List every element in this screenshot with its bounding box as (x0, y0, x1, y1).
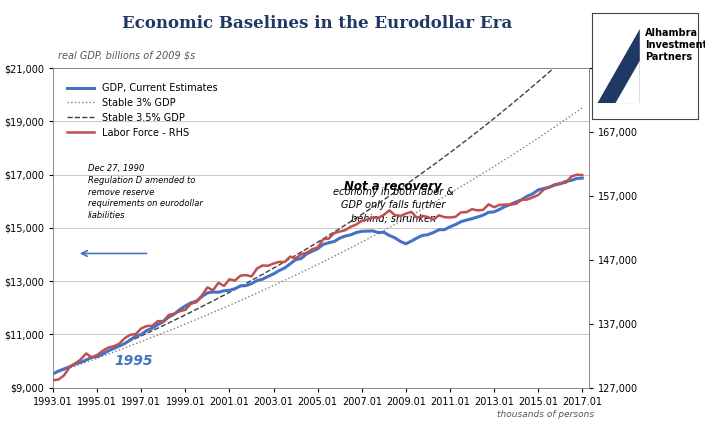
Text: real GDP, billions of 2009 $s: real GDP, billions of 2009 $s (59, 50, 195, 60)
Text: 1995: 1995 (114, 354, 153, 368)
Text: Dec 27, 1990
Regulation D amended to
remove reserve
requirements on eurodollar
l: Dec 27, 1990 Regulation D amended to rem… (87, 164, 202, 220)
Polygon shape (598, 29, 640, 103)
Text: economy in both labor &
GDP only falls further
behind; shrunken: economy in both labor & GDP only falls f… (333, 187, 453, 224)
Text: Economic Baselines in the Eurodollar Era: Economic Baselines in the Eurodollar Era (122, 15, 513, 32)
Text: Not a recovery: Not a recovery (344, 180, 442, 193)
Text: thousands of persons: thousands of persons (497, 410, 594, 419)
Legend: GDP, Current Estimates, Stable 3% GDP, Stable 3.5% GDP, Labor Force - RHS: GDP, Current Estimates, Stable 3% GDP, S… (63, 79, 221, 142)
Polygon shape (615, 61, 640, 103)
Text: Alhambra
Investment
Partners: Alhambra Investment Partners (645, 28, 705, 63)
